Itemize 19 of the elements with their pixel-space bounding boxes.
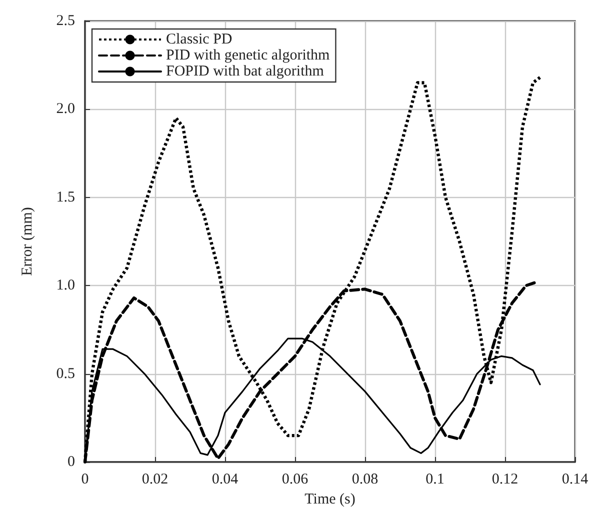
x-tick-label: 0.08 xyxy=(352,472,378,488)
x-tick-label: 0.14 xyxy=(562,472,589,488)
x-tick-label: 0.04 xyxy=(212,472,239,488)
legend-label: Classic PD xyxy=(166,32,232,48)
x-tick-label: 0.12 xyxy=(492,472,518,488)
legend-label: FOPID with bat algorithm xyxy=(166,64,324,80)
x-tick-label: 0.02 xyxy=(142,472,168,488)
y-tick-label: 2.5 xyxy=(56,13,75,29)
x-tick-label: 0.06 xyxy=(282,472,309,488)
y-tick-label: 0 xyxy=(68,454,75,470)
y-tick-label: 1.5 xyxy=(56,189,75,206)
y-tick-label: 0.5 xyxy=(56,366,75,382)
x-tick-label: 0 xyxy=(81,472,89,488)
legend-label: PID with genetic algorithm xyxy=(166,48,330,64)
x-axis-title: Time (s) xyxy=(304,492,356,508)
x-tick-label: 0.1 xyxy=(426,472,444,488)
y-tick-label: 1.0 xyxy=(56,278,75,294)
y-tick-label: 2.0 xyxy=(56,101,75,118)
y-axis-title: Error (mm) xyxy=(20,207,36,276)
